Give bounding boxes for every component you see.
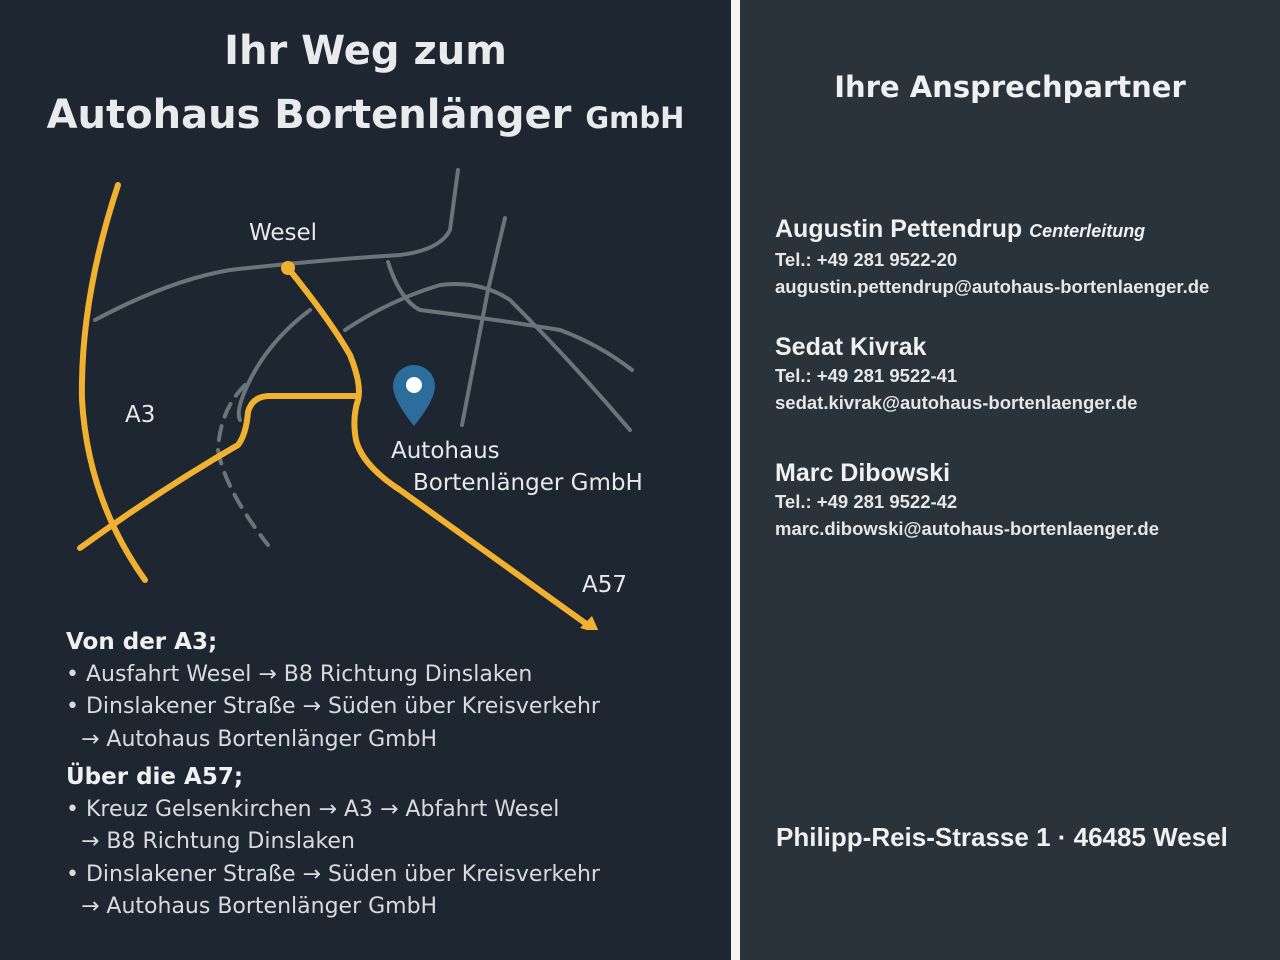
route-from-a3 [77,393,361,551]
address: Philipp-Reis-Strasse 1 · 46485 Wesel [776,822,1228,852]
contact-email[interactable]: augustin.pettendrup@autohaus-bortenlaeng… [775,276,1210,297]
a57-arrow-icon [580,616,599,630]
directions-panel: Ihr Weg zum Autohaus Bortenlänger GmbH W… [0,0,731,960]
contact-email[interactable]: marc.dibowski@autohaus-bortenlaenger.de [775,518,1160,539]
map-pin-icon [393,365,435,426]
contact-card: Augustin Pettendrup Centerleitung Tel.: … [775,214,1209,300]
contact-card: Marc Dibowski Tel.: +49 281 9522-42 marc… [775,458,1159,542]
title-line-1: Ihr Weg zum [224,28,507,74]
contact-email[interactable]: sedat.kivrak@autohaus-bortenlaenger.de [775,392,1138,413]
contact-name: Marc Dibowski [775,459,951,487]
road-southeast [343,282,632,432]
directions-text: Von der A3; • Ausfahrt Wesel → B8 Richtu… [66,626,600,924]
direction-line: • Dinslakener Straße → Süden über Kreisv… [66,861,600,887]
route-map [77,168,634,630]
direction-line: → Autohaus Bortenlänger GmbH [81,894,438,919]
direction-line: • Ausfahrt Wesel → B8 Richtung Dinslaken [66,661,533,687]
road-west [236,308,312,422]
direction-line: → Autohaus Bortenlänger GmbH [81,726,438,752]
road-east [386,260,634,372]
title-line-2: Autohaus Bortenlänger GmbH [0,92,731,138]
map-label-destination-1: Autohaus [391,438,500,464]
company-name: Autohaus Bortenlänger [46,92,572,138]
directions-heading-a3: Von der A3; [66,629,218,655]
contacts-panel: Ihre Ansprechpartner Augustin Pettendrup… [740,0,1280,960]
route [77,182,595,630]
wesel-marker [281,261,295,275]
contact-phone[interactable]: Tel.: +49 281 9522-20 [775,249,958,270]
contact-card: Sedat Kivrak Tel.: +49 281 9522-41 sedat… [775,332,1137,416]
map-label-destination-2: Bortenlänger GmbH [413,470,643,496]
contacts-heading: Ihre Ansprechpartner [834,70,1186,104]
map-label-a3: A3 [125,402,156,428]
road-dashed [215,383,270,547]
directions-heading-a57: Über die A57; [66,764,244,790]
map-label-a57: A57 [582,572,628,598]
company-suffix: GmbH [585,101,685,135]
route-from-wesel [285,265,595,630]
map-label-wesel: Wesel [249,220,318,246]
contact-name: Sedat Kivrak [775,333,927,361]
contact-role: Centerleitung [1029,221,1146,241]
contact-name: Augustin Pettendrup [775,215,1023,243]
direction-line: • Dinslakener Straße → Süden über Kreisv… [66,694,600,719]
direction-line: • Kreuz Gelsenkirchen → A3 → Abfahrt Wes… [66,796,560,822]
contact-phone[interactable]: Tel.: +49 281 9522-41 [775,365,958,386]
contact-phone[interactable]: Tel.: +49 281 9522-42 [775,491,958,512]
direction-line: → B8 Richtung Dinslaken [81,829,355,854]
